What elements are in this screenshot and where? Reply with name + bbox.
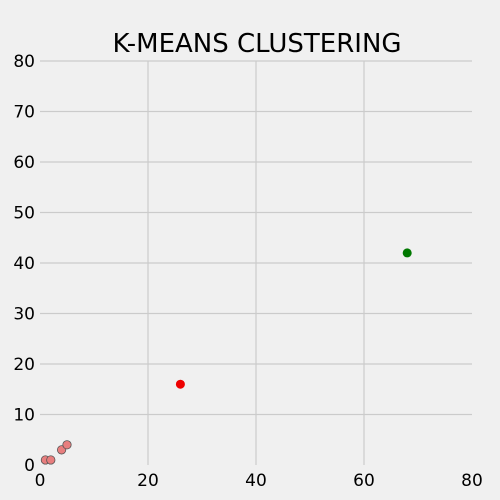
y-tick-label: 70 <box>13 103 35 123</box>
data-points <box>40 248 412 465</box>
y-tick-label: 20 <box>13 355 35 375</box>
y-tick-label: 50 <box>13 204 35 224</box>
x-tick-label: 0 <box>35 471 46 491</box>
data-point <box>62 440 72 450</box>
y-tick-label: 60 <box>13 153 35 173</box>
y-tick-label: 30 <box>13 305 35 325</box>
centroid-point <box>402 248 412 258</box>
y-tick-label: 40 <box>13 254 35 274</box>
x-tick-label: 20 <box>137 471 159 491</box>
data-point <box>46 455 56 465</box>
y-tick-label: 0 <box>24 456 35 476</box>
grid-lines <box>40 60 472 465</box>
tick-labels: 0 10 20 30 40 50 60 70 80 0 20 40 60 80 <box>13 52 482 491</box>
x-tick-label: 80 <box>461 471 483 491</box>
x-tick-label: 40 <box>245 471 267 491</box>
y-tick-label: 80 <box>13 52 35 72</box>
chart-title: K-MEANS CLUSTERING <box>112 29 401 59</box>
x-tick-label: 60 <box>353 471 375 491</box>
y-tick-label: 10 <box>13 406 35 426</box>
centroid-point <box>175 379 185 389</box>
